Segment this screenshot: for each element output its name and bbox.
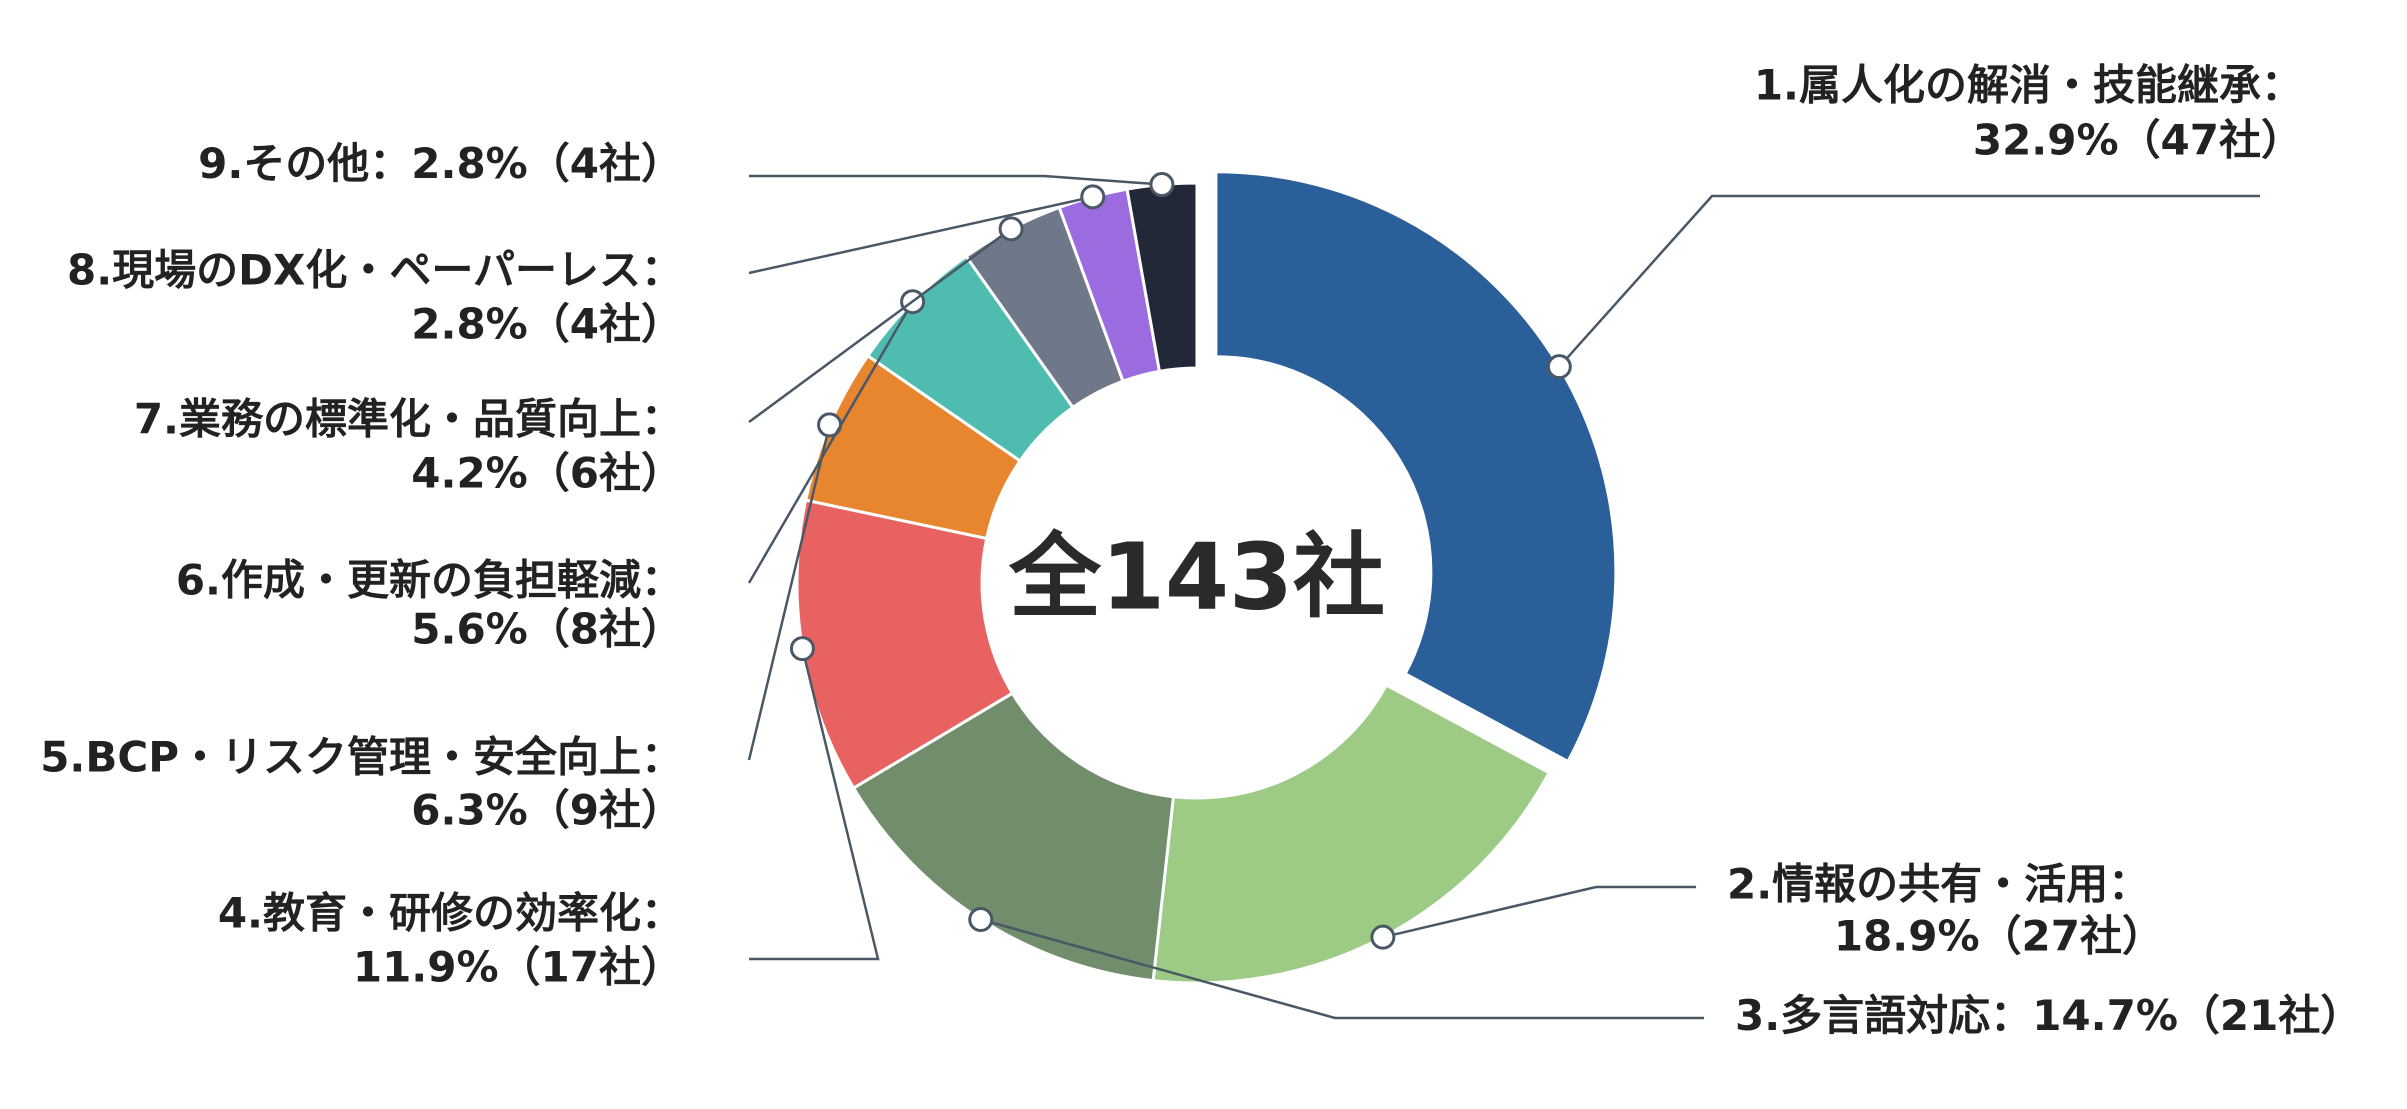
- category-label: 7.業務の標準化・品質向上：: [134, 395, 683, 444]
- category-label: 4.教育・研修の効率化：: [218, 889, 683, 938]
- leader-line: [1382, 885, 1696, 939]
- category-label: 1.属人化の解消・技能継承：: [1754, 61, 2303, 110]
- leader-dot: [789, 636, 815, 662]
- value-label: 2.8%（4社）: [411, 139, 683, 188]
- slice-label: 3.多言語対応：14.7%（21社）: [1735, 991, 2362, 1040]
- category-label: 2.情報の共有・活用：: [1727, 860, 2150, 909]
- leader-dot: [1149, 172, 1175, 198]
- slice-label: 9.その他：2.8%（4社）: [198, 139, 683, 188]
- value-label: 2.8%（4社）: [411, 300, 683, 349]
- category-label: 5.BCP・リスク管理・安全向上：: [40, 733, 683, 782]
- leader-line: [747, 424, 831, 761]
- donut-slice: [1125, 181, 1199, 374]
- leader-dot: [1546, 354, 1572, 380]
- leader-dot: [1080, 184, 1106, 210]
- category-label: 9.その他：: [198, 139, 411, 188]
- value-label: 14.7%（21社）: [2032, 991, 2362, 1040]
- donut-slice: [1151, 682, 1552, 985]
- center-label: 全143社: [1008, 523, 1385, 630]
- leader-line: [748, 227, 1012, 424]
- category-label: 3.多言語対応：: [1735, 991, 2032, 1040]
- value-label: 4.2%（6社）: [411, 449, 683, 498]
- leader-line: [748, 195, 1094, 275]
- value-label: 11.9%（17社）: [353, 943, 683, 992]
- value-label: 6.3%（9社）: [411, 786, 683, 835]
- leader-line: [749, 648, 880, 961]
- leader-line: [1558, 194, 2260, 368]
- leader-dot: [998, 216, 1024, 242]
- donut-slice: [851, 691, 1176, 983]
- value-label: 32.9%（47社）: [1973, 116, 2303, 165]
- value-label: 5.6%（8社）: [411, 605, 683, 654]
- leader-line: [980, 918, 1704, 1020]
- value-label: 18.9%（27社）: [1834, 912, 2164, 961]
- category-label: 6.作成・更新の負担軽減：: [176, 556, 683, 605]
- leader-dot: [1370, 924, 1396, 950]
- leader-line: [747, 301, 914, 584]
- leader-line: [749, 174, 1162, 186]
- donut-slice: [1214, 170, 1618, 764]
- leader-dot: [968, 907, 994, 933]
- category-label: 8.現場のDX化・ペーパーレス：: [67, 246, 683, 295]
